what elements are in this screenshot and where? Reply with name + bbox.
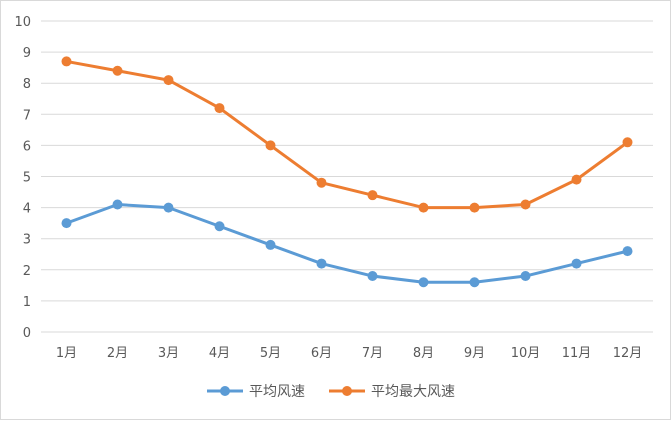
legend: 平均风速 平均最大风速 [207,384,455,400]
y-tick-label: 9 [23,46,31,61]
legend-label: 平均风速 [249,384,305,400]
x-tick-label: 11月 [562,346,592,361]
y-tick-label: 3 [23,233,31,248]
series-group [61,56,633,288]
data-point [214,221,225,232]
y-tick-label: 2 [23,264,31,279]
legend-marker [342,386,352,396]
data-point [571,258,582,269]
x-tick-label: 5月 [260,346,281,361]
x-tick-label: 2月 [107,346,128,361]
y-axis-ticks: 0 1 2 3 4 5 6 7 8 9 10 [14,15,31,341]
y-tick-label: 0 [23,326,31,341]
data-point [163,75,174,86]
x-axis-ticks: 1月 2月 3月 4月 5月 6月 7月 8月 9月 10月 11月 12月 [56,346,642,361]
data-point [163,202,174,213]
data-point [469,277,480,288]
series-line-2 [65,59,629,210]
data-point [112,199,123,210]
y-tick-label: 1 [23,295,31,310]
series-line-1 [65,202,629,284]
y-tick-label: 4 [23,202,31,217]
data-point [367,271,378,282]
legend-marker [220,386,230,396]
x-tick-label: 6月 [311,346,332,361]
x-tick-label: 7月 [362,346,383,361]
data-point [265,239,276,250]
y-tick-label: 6 [23,139,31,154]
legend-item-1: 平均风速 [207,384,305,400]
y-tick-label: 10 [14,15,31,30]
data-point [571,174,582,185]
x-tick-label: 8月 [413,346,434,361]
data-point [265,140,276,151]
x-tick-label: 4月 [209,346,230,361]
data-point [367,190,378,201]
data-point [622,137,633,148]
y-tick-label: 8 [23,77,31,92]
data-point [112,65,123,76]
data-point [418,277,429,288]
y-tick-label: 5 [23,171,31,186]
data-point [418,202,429,213]
data-point [61,56,72,67]
x-tick-label: 1月 [56,346,77,361]
x-tick-label: 12月 [613,346,643,361]
data-point [469,202,480,213]
legend-item-2: 平均最大风速 [329,384,455,400]
data-point [622,246,633,257]
data-point [520,271,531,282]
data-point [520,199,531,210]
gridlines [41,20,653,333]
x-tick-label: 10月 [511,346,541,361]
y-tick-label: 7 [23,108,31,123]
x-tick-label: 9月 [464,346,485,361]
data-point [316,177,327,188]
data-point [214,103,225,114]
legend-label: 平均最大风速 [371,384,455,400]
data-point [316,258,327,269]
data-point [61,218,72,229]
x-tick-label: 3月 [158,346,179,361]
